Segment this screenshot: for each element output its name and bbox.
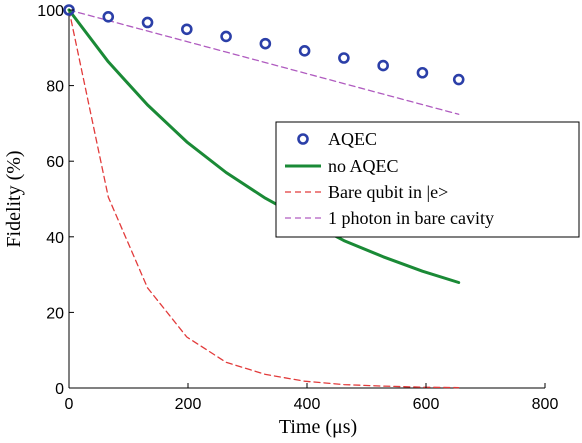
point-aqec — [141, 16, 154, 29]
point-aqec — [452, 73, 465, 86]
x-tick-label: 400 — [294, 396, 321, 413]
point-aqec — [377, 59, 389, 72]
series-line-no-aqec — [67, 8, 461, 284]
y-tick-label: 40 — [46, 230, 64, 247]
series-layer — [63, 4, 465, 389]
point-aqec — [220, 30, 232, 43]
y-tick-label: 60 — [46, 154, 64, 171]
point-aqec — [102, 11, 115, 23]
legend-box — [275, 121, 580, 238]
point-aqec — [298, 45, 311, 57]
legend-label-1-photon-in-bare-cavity: 1 photon in bare cavity — [328, 208, 494, 228]
point-aqec — [181, 23, 193, 36]
ticks-layer: 0 200 400 600 800 0 20 40 60 80 100 — [37, 3, 558, 413]
legend-label-aqec: AQEC — [328, 129, 377, 149]
x-tick-label: 0 — [65, 396, 74, 413]
legend: AQEC no AQEC Bare qubit in |e> 1 photon in … — [275, 121, 580, 238]
series-line-bare-qubit-in-e — [68, 9, 460, 389]
legend-marker-aqec — [297, 133, 309, 145]
y-tick-label: 20 — [46, 305, 64, 322]
point-aqec — [338, 52, 350, 64]
x-tick-label: 600 — [413, 396, 440, 413]
y-tick-label: 0 — [55, 381, 64, 398]
x-tick-label: 200 — [175, 396, 202, 413]
y-tick-label: 100 — [37, 3, 64, 20]
y-axis-label: Fidelity (%) — [3, 150, 25, 247]
point-aqec — [416, 66, 429, 79]
x-axis-label: Time (μs) — [279, 416, 357, 438]
point-aqec — [259, 37, 272, 50]
legend-label-bare-qubit-in-e: Bare qubit in |e> — [328, 182, 448, 202]
y-tick-label: 80 — [46, 79, 64, 96]
x-tick-label: 800 — [532, 396, 559, 413]
series-line-1-photon-in-bare-cavity — [68, 9, 460, 115]
legend-label-no-aqec: no AQEC — [328, 156, 399, 176]
